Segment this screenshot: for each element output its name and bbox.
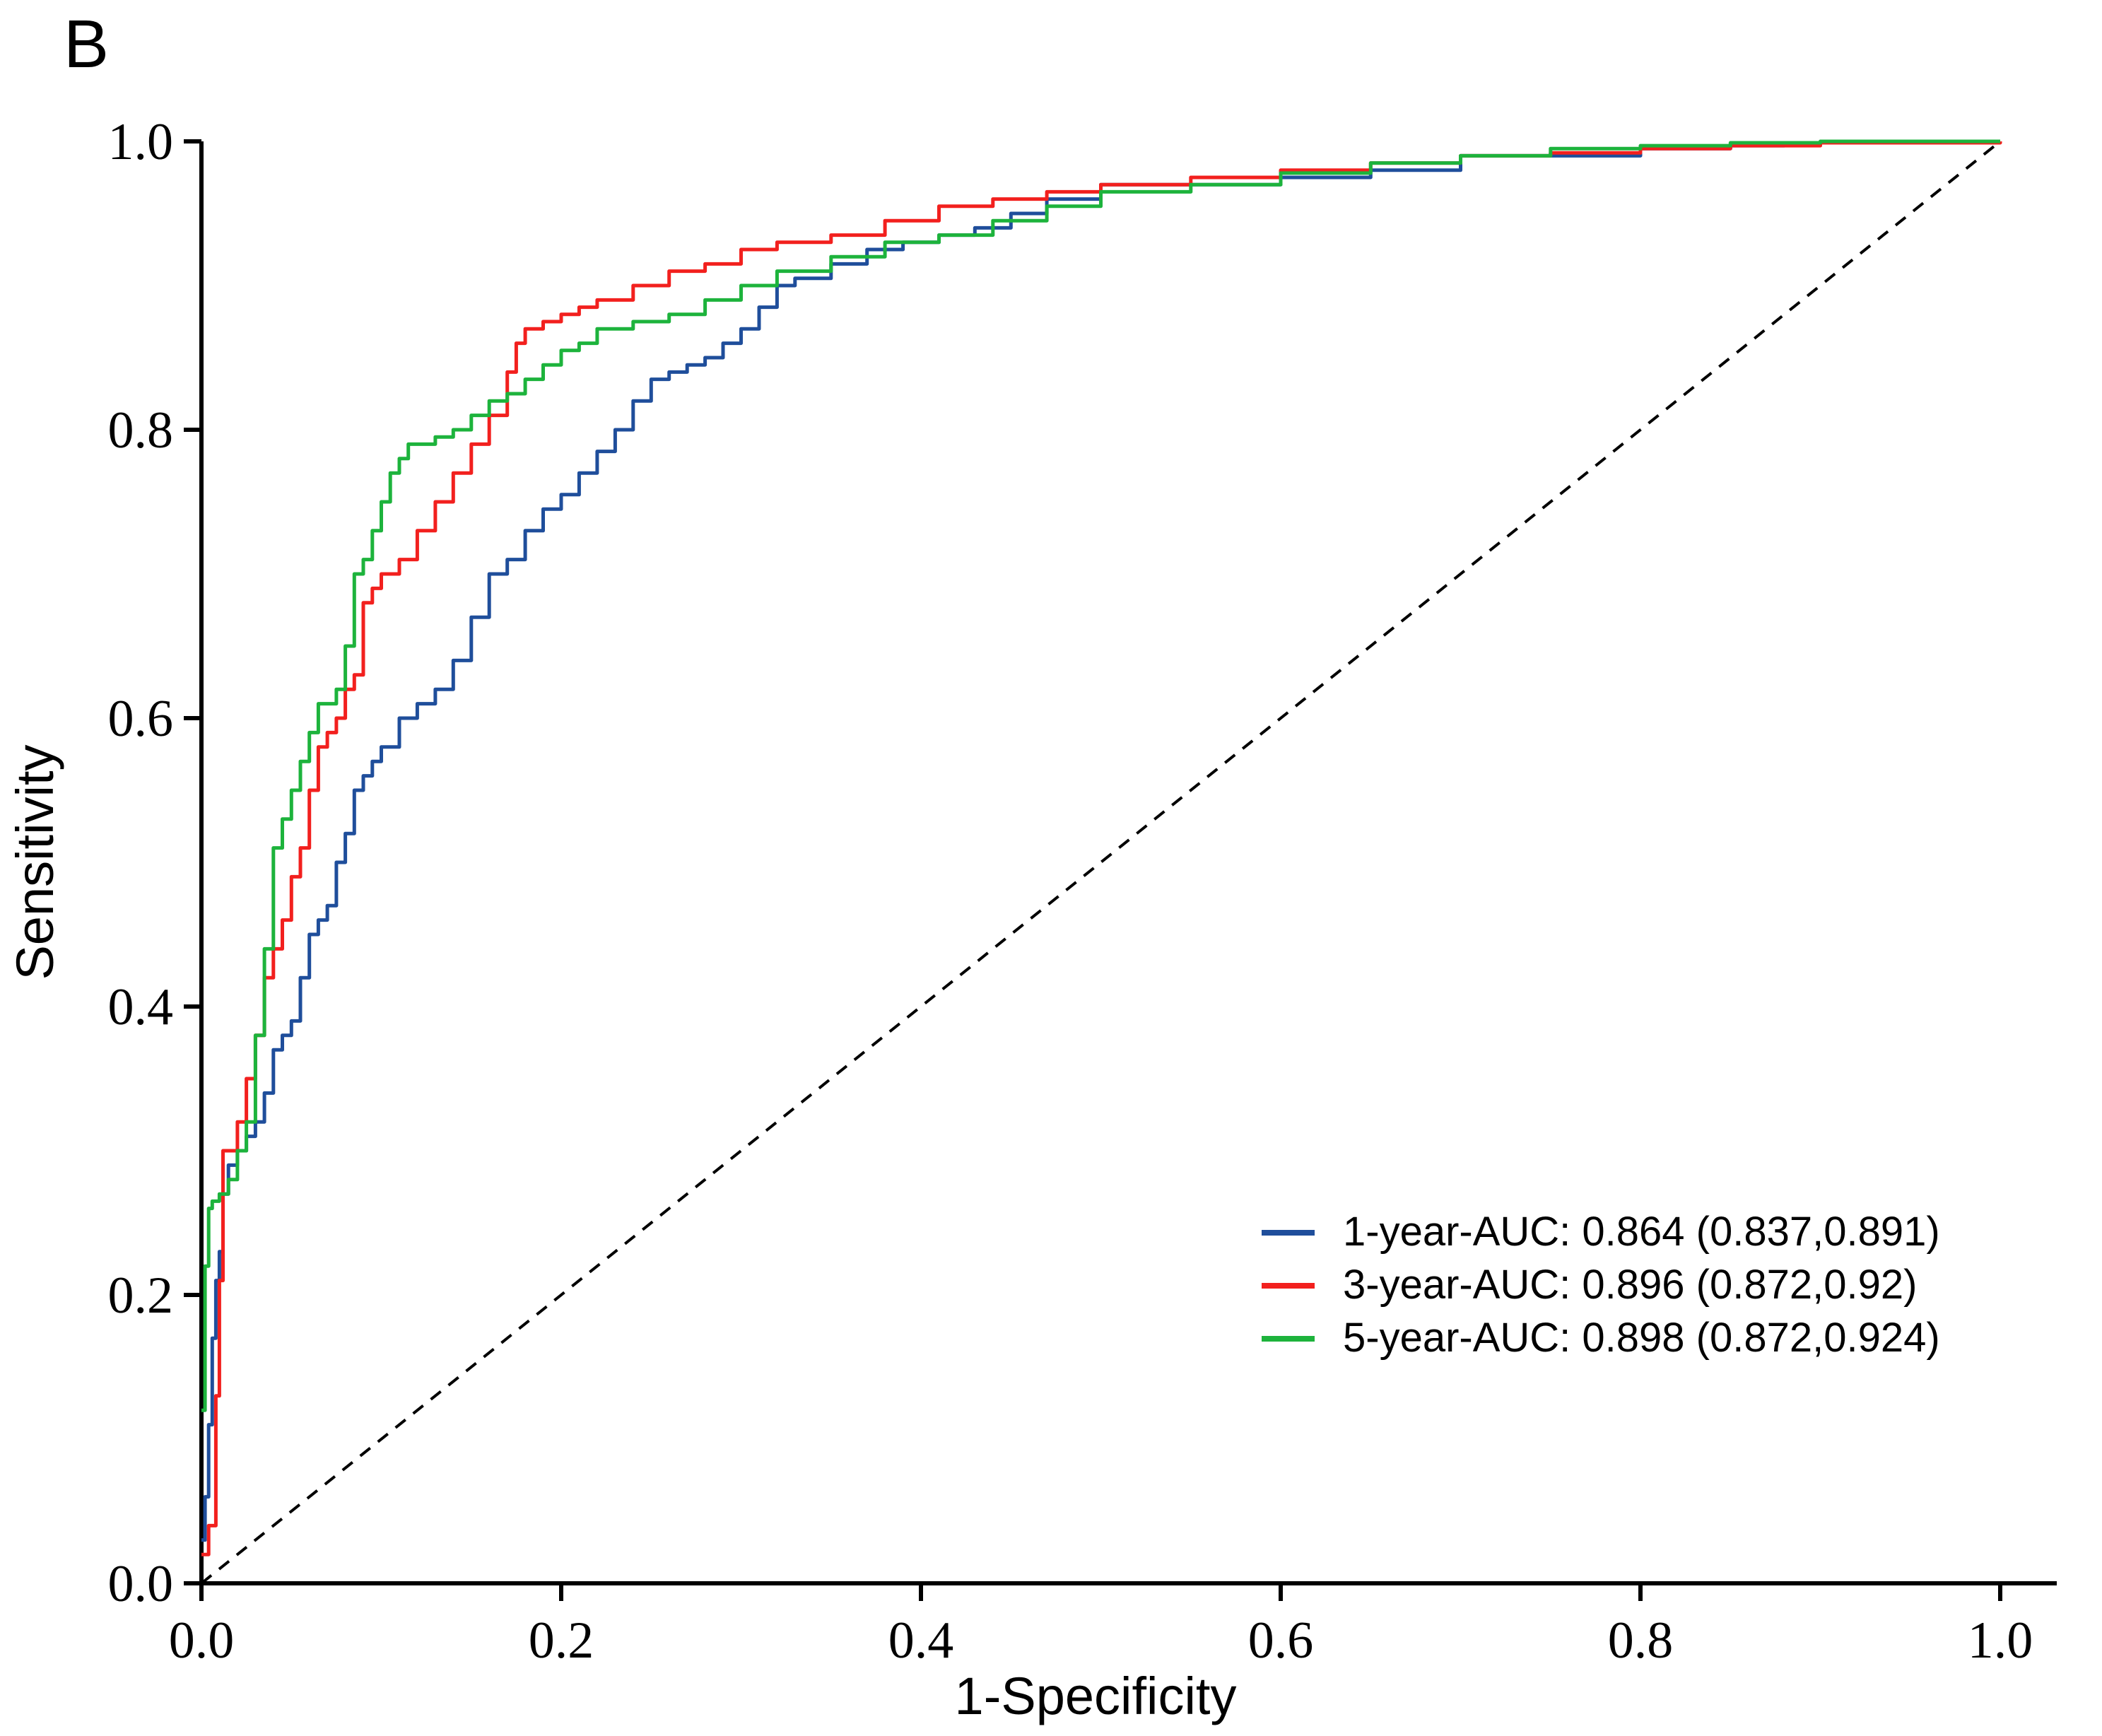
x-tick-label: 0.6	[1248, 1612, 1314, 1670]
y-tick-label: 0.8	[108, 401, 174, 459]
x-tick-label: 0.8	[1608, 1612, 1674, 1670]
series-line-3	[201, 139, 2000, 1412]
x-tick-label: 0.2	[529, 1612, 594, 1670]
x-ticks: 0.0 0.2 0.4 0.6 0.8 1.0	[169, 1583, 2033, 1670]
y-tick-label: 0.0	[108, 1555, 174, 1613]
reference-diagonal-line	[200, 140, 2002, 1585]
y-ticks: 0.0 0.2 0.4 0.6 0.8 1.0	[108, 113, 201, 1613]
legend-label-1: 1-year-AUC: 0.864 (0.837,0.891)	[1343, 1209, 1940, 1255]
y-tick-label: 1.0	[108, 113, 174, 171]
legend-label-2: 3-year-AUC: 0.896 (0.872,0.92)	[1343, 1262, 1917, 1308]
series-lines	[201, 139, 2002, 1556]
y-tick-label: 0.6	[108, 690, 174, 748]
x-tick-label: 0.4	[888, 1612, 954, 1670]
x-axis-title: 1-Specificity	[955, 1667, 1237, 1725]
series-line-2	[201, 141, 2002, 1556]
x-tick-label: 0.0	[169, 1612, 235, 1670]
y-tick-label: 0.2	[108, 1267, 174, 1325]
legend: 1-year-AUC: 0.864 (0.837,0.891) 3-year-AU…	[1262, 1209, 1940, 1361]
y-axis-title: Sensitivity	[6, 744, 64, 980]
panel-label: B	[64, 6, 109, 82]
y-tick-label: 0.4	[108, 978, 174, 1036]
legend-label-3: 5-year-AUC: 0.898 (0.872,0.924)	[1343, 1315, 1940, 1361]
series-line-1	[201, 143, 1787, 1542]
plot-area: 0.0 0.2 0.4 0.6 0.8 1.0 0.0 0.2 0.4 0.6 0.8 1.0	[108, 113, 2057, 1670]
x-tick-label: 1.0	[1968, 1612, 2033, 1670]
